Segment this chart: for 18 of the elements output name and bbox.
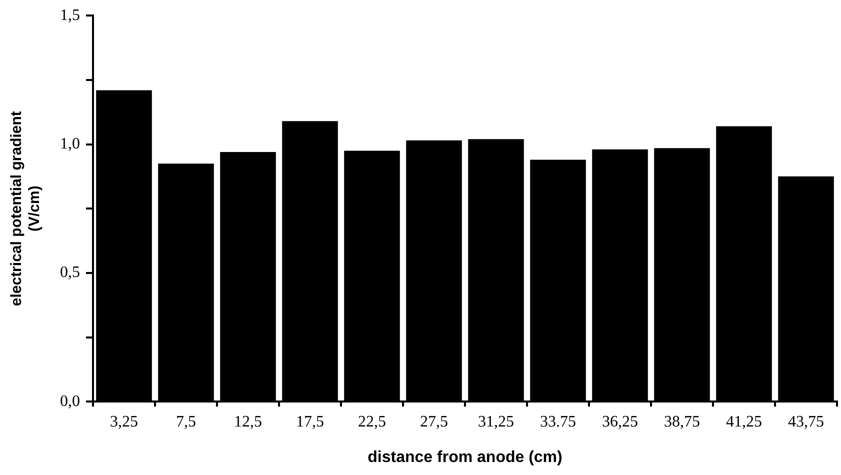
x-tick-label: 12,5	[234, 413, 262, 430]
y-tick-label: 1,0	[60, 135, 80, 152]
x-tick-label: 22,5	[358, 413, 386, 430]
y-tick-label: 1,5	[60, 6, 80, 24]
x-tick-label: 31,25	[478, 413, 514, 430]
x-tick-label: 7,5	[176, 413, 196, 430]
y-tick-label: 0,0	[60, 392, 80, 410]
x-tick-label: 38,75	[664, 413, 700, 430]
x-tick-label: 43,75	[788, 413, 824, 430]
x-axis-title: distance from anode (cm)	[368, 448, 562, 466]
x-tick-label: 27,5	[420, 413, 448, 430]
x-tick-label: 3,25	[110, 413, 138, 430]
x-tick-label: 36,25	[602, 413, 638, 430]
x-tick-label: 17,5	[296, 413, 324, 430]
y-tick-label: 0,5	[60, 264, 80, 282]
x-tick-label: 33.75	[540, 413, 576, 430]
x-tick-label: 41,25	[726, 413, 762, 430]
y-axis-title: electrical potential gradient (V/cm)	[8, 111, 44, 306]
